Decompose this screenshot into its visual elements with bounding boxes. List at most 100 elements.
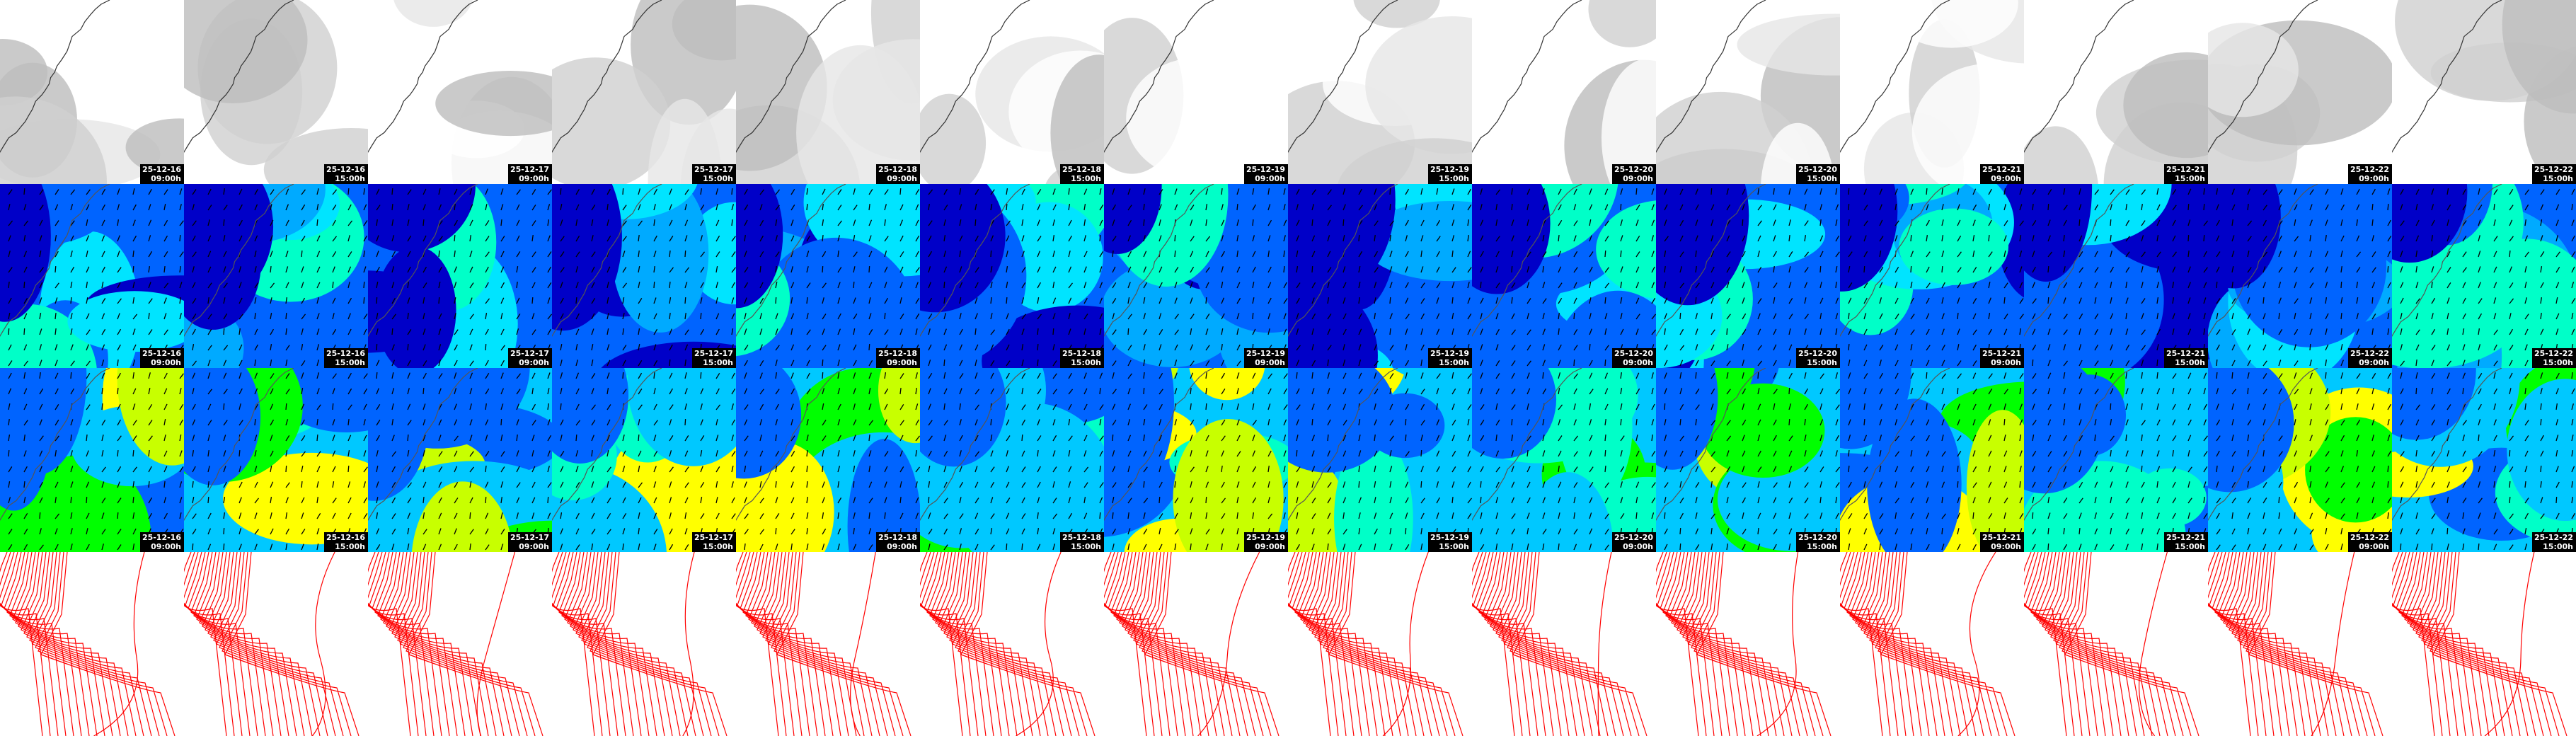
wind-arrow bbox=[2309, 204, 2313, 211]
timestamp-time: 15:00h bbox=[335, 542, 365, 551]
wind-arrow bbox=[731, 388, 736, 395]
wind-arrow bbox=[990, 189, 995, 195]
wind-arrow bbox=[2431, 466, 2434, 473]
wind-arrow bbox=[1021, 388, 1024, 395]
wind-arrow bbox=[1436, 497, 1440, 504]
wind-arrow bbox=[2110, 528, 2112, 535]
wind-arrow bbox=[207, 188, 212, 195]
wind-arrow bbox=[1358, 450, 1362, 457]
wind-arrow bbox=[1389, 512, 1393, 519]
wind-arrow bbox=[1511, 404, 1516, 410]
wind-arrow bbox=[1604, 529, 1609, 535]
wind-arrow bbox=[1679, 403, 1684, 410]
wind-arrow bbox=[2063, 205, 2068, 211]
pressure-contour bbox=[476, 552, 516, 736]
wind-arrow bbox=[2262, 403, 2267, 410]
wind-arrow bbox=[1710, 466, 1716, 473]
wind-arrow bbox=[974, 498, 979, 504]
wind-arrow bbox=[1773, 482, 1778, 488]
wind-arrow bbox=[1374, 344, 1377, 351]
wind-arrow bbox=[1558, 219, 1563, 226]
wind-arrow bbox=[1710, 451, 1716, 457]
wind-arrow bbox=[438, 328, 442, 335]
wind-arrow bbox=[2555, 481, 2560, 488]
wind-arrow bbox=[2047, 313, 2052, 320]
timestamp-box bbox=[508, 164, 552, 184]
wind-arrow bbox=[2047, 435, 2052, 442]
wind-arrow bbox=[207, 219, 210, 226]
wind-arrow bbox=[270, 219, 274, 226]
wind-arrow bbox=[2231, 235, 2235, 242]
timestamp-time: 15:00h bbox=[703, 542, 733, 551]
wind-arrow bbox=[2247, 267, 2252, 273]
wind-arrow bbox=[2156, 251, 2161, 258]
wind-arrow bbox=[1236, 419, 1240, 426]
wind-arrow bbox=[2094, 328, 2098, 335]
wind-arrow bbox=[2555, 435, 2559, 442]
wind-arrow bbox=[1006, 435, 1011, 442]
wind-arrow bbox=[1052, 251, 1055, 258]
timestamp-date: 25-12-21 bbox=[1982, 349, 2021, 358]
wind-arrow bbox=[2540, 282, 2544, 289]
wind-arrow bbox=[2003, 372, 2007, 379]
wind-arrow bbox=[54, 312, 57, 320]
wind-arrow bbox=[1664, 419, 1667, 426]
wind-arrow bbox=[1358, 205, 1363, 211]
wind-arrow bbox=[270, 481, 274, 488]
wind-arrow bbox=[1695, 204, 1699, 211]
wind-arrow bbox=[1664, 450, 1667, 457]
pressure-contour bbox=[561, 552, 642, 736]
wind-arrow bbox=[1389, 220, 1395, 226]
wind-arrow bbox=[1083, 219, 1086, 226]
wind-arrow bbox=[1664, 372, 1667, 379]
wind-arrow bbox=[899, 328, 903, 335]
wind-arrow bbox=[547, 282, 552, 289]
wind-arrow bbox=[238, 449, 241, 457]
wind-arrow bbox=[1296, 466, 1301, 473]
wind-arrow bbox=[54, 372, 59, 379]
wind-arrow bbox=[2462, 360, 2466, 367]
pressure-contour bbox=[383, 552, 473, 736]
wind-arrow bbox=[2078, 403, 2081, 410]
wind-arrow bbox=[2172, 251, 2177, 258]
wind-arrow bbox=[1604, 204, 1609, 211]
wind-arrow bbox=[1283, 282, 1287, 289]
wind-arrow bbox=[684, 359, 686, 367]
wind-arrow bbox=[1558, 450, 1562, 457]
wind-arrow bbox=[1651, 497, 1656, 504]
wind-arrow bbox=[606, 450, 609, 457]
wind-arrow bbox=[684, 344, 689, 351]
wind-arrow bbox=[516, 403, 519, 410]
wind-arrow bbox=[2509, 313, 2512, 320]
wind-arrow bbox=[54, 435, 59, 442]
wind-arrow bbox=[1389, 266, 1393, 273]
wind-arrow bbox=[1988, 297, 1991, 304]
wind-arrow bbox=[1957, 419, 1960, 426]
wind-arrow bbox=[422, 403, 426, 410]
wind-arrow bbox=[1589, 389, 1594, 395]
wind-arrow bbox=[285, 497, 289, 504]
wind-arrow bbox=[2047, 344, 2051, 351]
wind-arrow bbox=[2431, 528, 2434, 535]
wind-arrow bbox=[332, 466, 336, 473]
timestamp-time: 15:00h bbox=[1439, 174, 1469, 183]
wind-arrow bbox=[2110, 435, 2115, 442]
wind-arrow bbox=[1726, 266, 1731, 273]
wind-arrow bbox=[1804, 513, 1809, 519]
wind-arrow bbox=[2141, 204, 2143, 211]
wind-arrow bbox=[884, 419, 887, 426]
wind-arrow bbox=[2540, 372, 2543, 379]
wind-arrow bbox=[500, 188, 504, 195]
pressure-contour bbox=[9, 552, 90, 736]
wind-arrow bbox=[23, 313, 28, 320]
wind-arrow bbox=[316, 219, 318, 226]
wind-arrow bbox=[1068, 512, 1073, 519]
wind-arrow bbox=[1957, 282, 1962, 289]
wind-arrow bbox=[1773, 497, 1777, 504]
wind-arrow bbox=[2019, 403, 2023, 410]
wind-arrow bbox=[2125, 434, 2127, 442]
wind-arrow bbox=[990, 388, 994, 395]
wind-arrow bbox=[1651, 282, 1655, 289]
wind-arrow bbox=[2278, 528, 2282, 535]
wind-arrow bbox=[2446, 344, 2451, 351]
